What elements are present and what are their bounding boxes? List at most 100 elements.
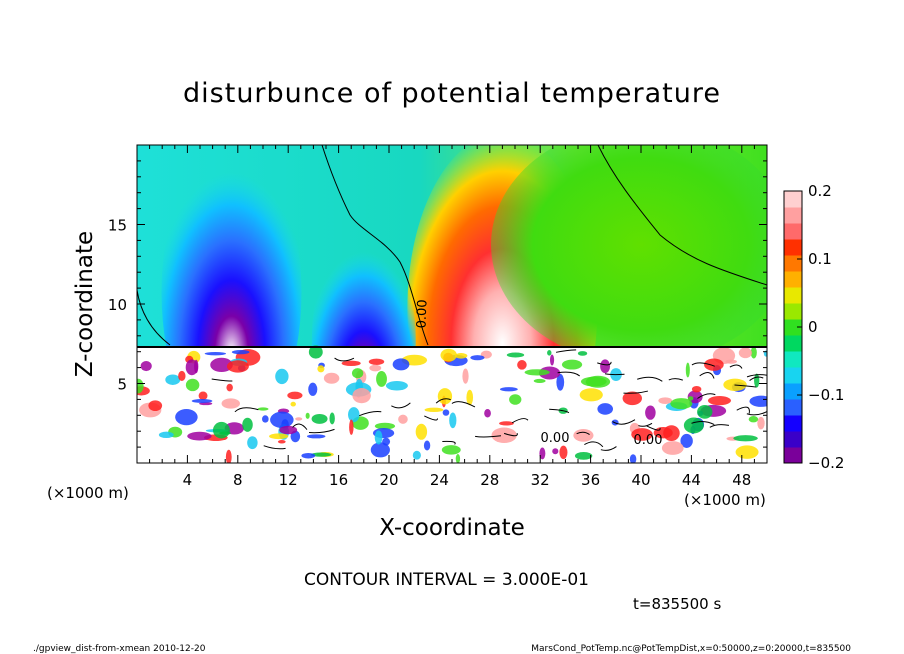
x-tick-label: 16 (329, 471, 348, 489)
noise-contour (638, 422, 653, 427)
noise-blob (670, 398, 693, 410)
noise-blob (368, 358, 385, 365)
noise-blob (349, 419, 354, 435)
noise-blob (221, 398, 240, 409)
noise-blob (579, 388, 603, 402)
noise-blob (301, 453, 316, 459)
noise-blob (685, 362, 690, 378)
noise-blob (295, 417, 303, 421)
noise-blob (137, 378, 144, 394)
noise-blob (210, 357, 233, 373)
feature-layer (161, 145, 767, 348)
noise-blob (225, 449, 232, 463)
colorbar-swatch (784, 303, 802, 320)
noise-blob (305, 412, 310, 419)
colorbar-swatch (784, 399, 802, 416)
noise-blob (329, 412, 335, 425)
noise-blob (573, 429, 594, 442)
noise-contour (597, 361, 612, 366)
colorbar-swatch (784, 367, 802, 384)
noise-blob (539, 447, 546, 460)
noise-contour (435, 398, 451, 404)
noise-blob (158, 431, 174, 439)
noise-blob (687, 396, 694, 401)
noise-blob (597, 403, 614, 415)
noise-contour (746, 374, 767, 378)
x-tick-label: 32 (531, 471, 550, 489)
noise-blob (470, 355, 485, 361)
noise-blob (561, 359, 583, 370)
x-tick-label: 8 (233, 471, 243, 489)
x-tick-label: 40 (631, 471, 650, 489)
noise-blob (165, 374, 181, 385)
noise-contour (211, 378, 233, 382)
noise-blob (269, 433, 289, 440)
noise-contour (234, 407, 259, 413)
noise-blob (691, 385, 702, 393)
noise-blob (212, 421, 230, 439)
colorbar-swatch (784, 319, 802, 336)
x-tick-label: 24 (430, 471, 449, 489)
noise-blob (369, 364, 382, 372)
noise-blob (424, 407, 444, 413)
noise-contour (475, 435, 502, 438)
noise-blob (290, 401, 296, 407)
noise-blob (277, 439, 286, 444)
noise-blob (499, 421, 514, 426)
noise-contour (697, 393, 716, 399)
colorbar-tick-label: −0.2 (808, 454, 844, 472)
noise-blob (374, 430, 383, 445)
noise-blob (385, 381, 408, 391)
noise-blob (748, 416, 759, 423)
noise-blob (754, 373, 760, 388)
noise-contour (584, 441, 604, 448)
noise-contour (600, 446, 617, 451)
noise-blob (306, 434, 326, 439)
colorbar-swatch (784, 335, 802, 352)
noise-blob (697, 405, 713, 419)
noise-blob (148, 400, 163, 412)
noise-blob (279, 425, 298, 435)
noise-blob (185, 378, 200, 392)
noise-contour (359, 411, 382, 417)
chart-title: disturbunce of potential temperature (183, 78, 721, 109)
x-tick-label: 28 (480, 471, 499, 489)
noise-contour (612, 419, 636, 425)
noise-contour (736, 406, 750, 414)
noise-blob (455, 453, 461, 463)
noise-blob (600, 359, 611, 374)
noise-blob (462, 368, 469, 384)
x-tick-label: 44 (682, 471, 701, 489)
x-unit-left: (×1000 m) (47, 484, 129, 502)
noise-blob (680, 433, 693, 448)
noise-contour (503, 432, 518, 437)
noise-blob (466, 389, 474, 406)
y-axis: 5 10 15 (108, 160, 767, 448)
noise-blob (204, 351, 227, 356)
noise-contour (623, 390, 649, 394)
noise-blob (226, 360, 249, 373)
noise-contour (734, 384, 757, 388)
noise-blob (194, 359, 199, 374)
noise-blob (423, 440, 431, 451)
y-axis-label: Z-coordinate (72, 231, 98, 377)
colorbar-swatch (784, 271, 802, 288)
noise-blob (738, 347, 752, 359)
x-axis-label: X-coordinate (379, 515, 525, 541)
x-tick-label: 12 (279, 471, 298, 489)
x-tick-label: 20 (379, 471, 398, 489)
noise-contour (549, 408, 570, 414)
noise-contour (576, 431, 590, 435)
colorbar-tick-label: 0 (808, 318, 818, 336)
noise-blob (310, 452, 332, 457)
noise-blob (178, 370, 186, 382)
noise-blob (524, 369, 550, 376)
noise-blob (550, 354, 555, 366)
noise-contour (391, 402, 411, 409)
noise-contour (668, 378, 683, 381)
colorbar-swatch (784, 239, 802, 256)
noise-contour (557, 371, 581, 377)
noise-contour (555, 349, 577, 353)
feature-cold (311, 229, 416, 348)
noise-blob (442, 409, 450, 416)
